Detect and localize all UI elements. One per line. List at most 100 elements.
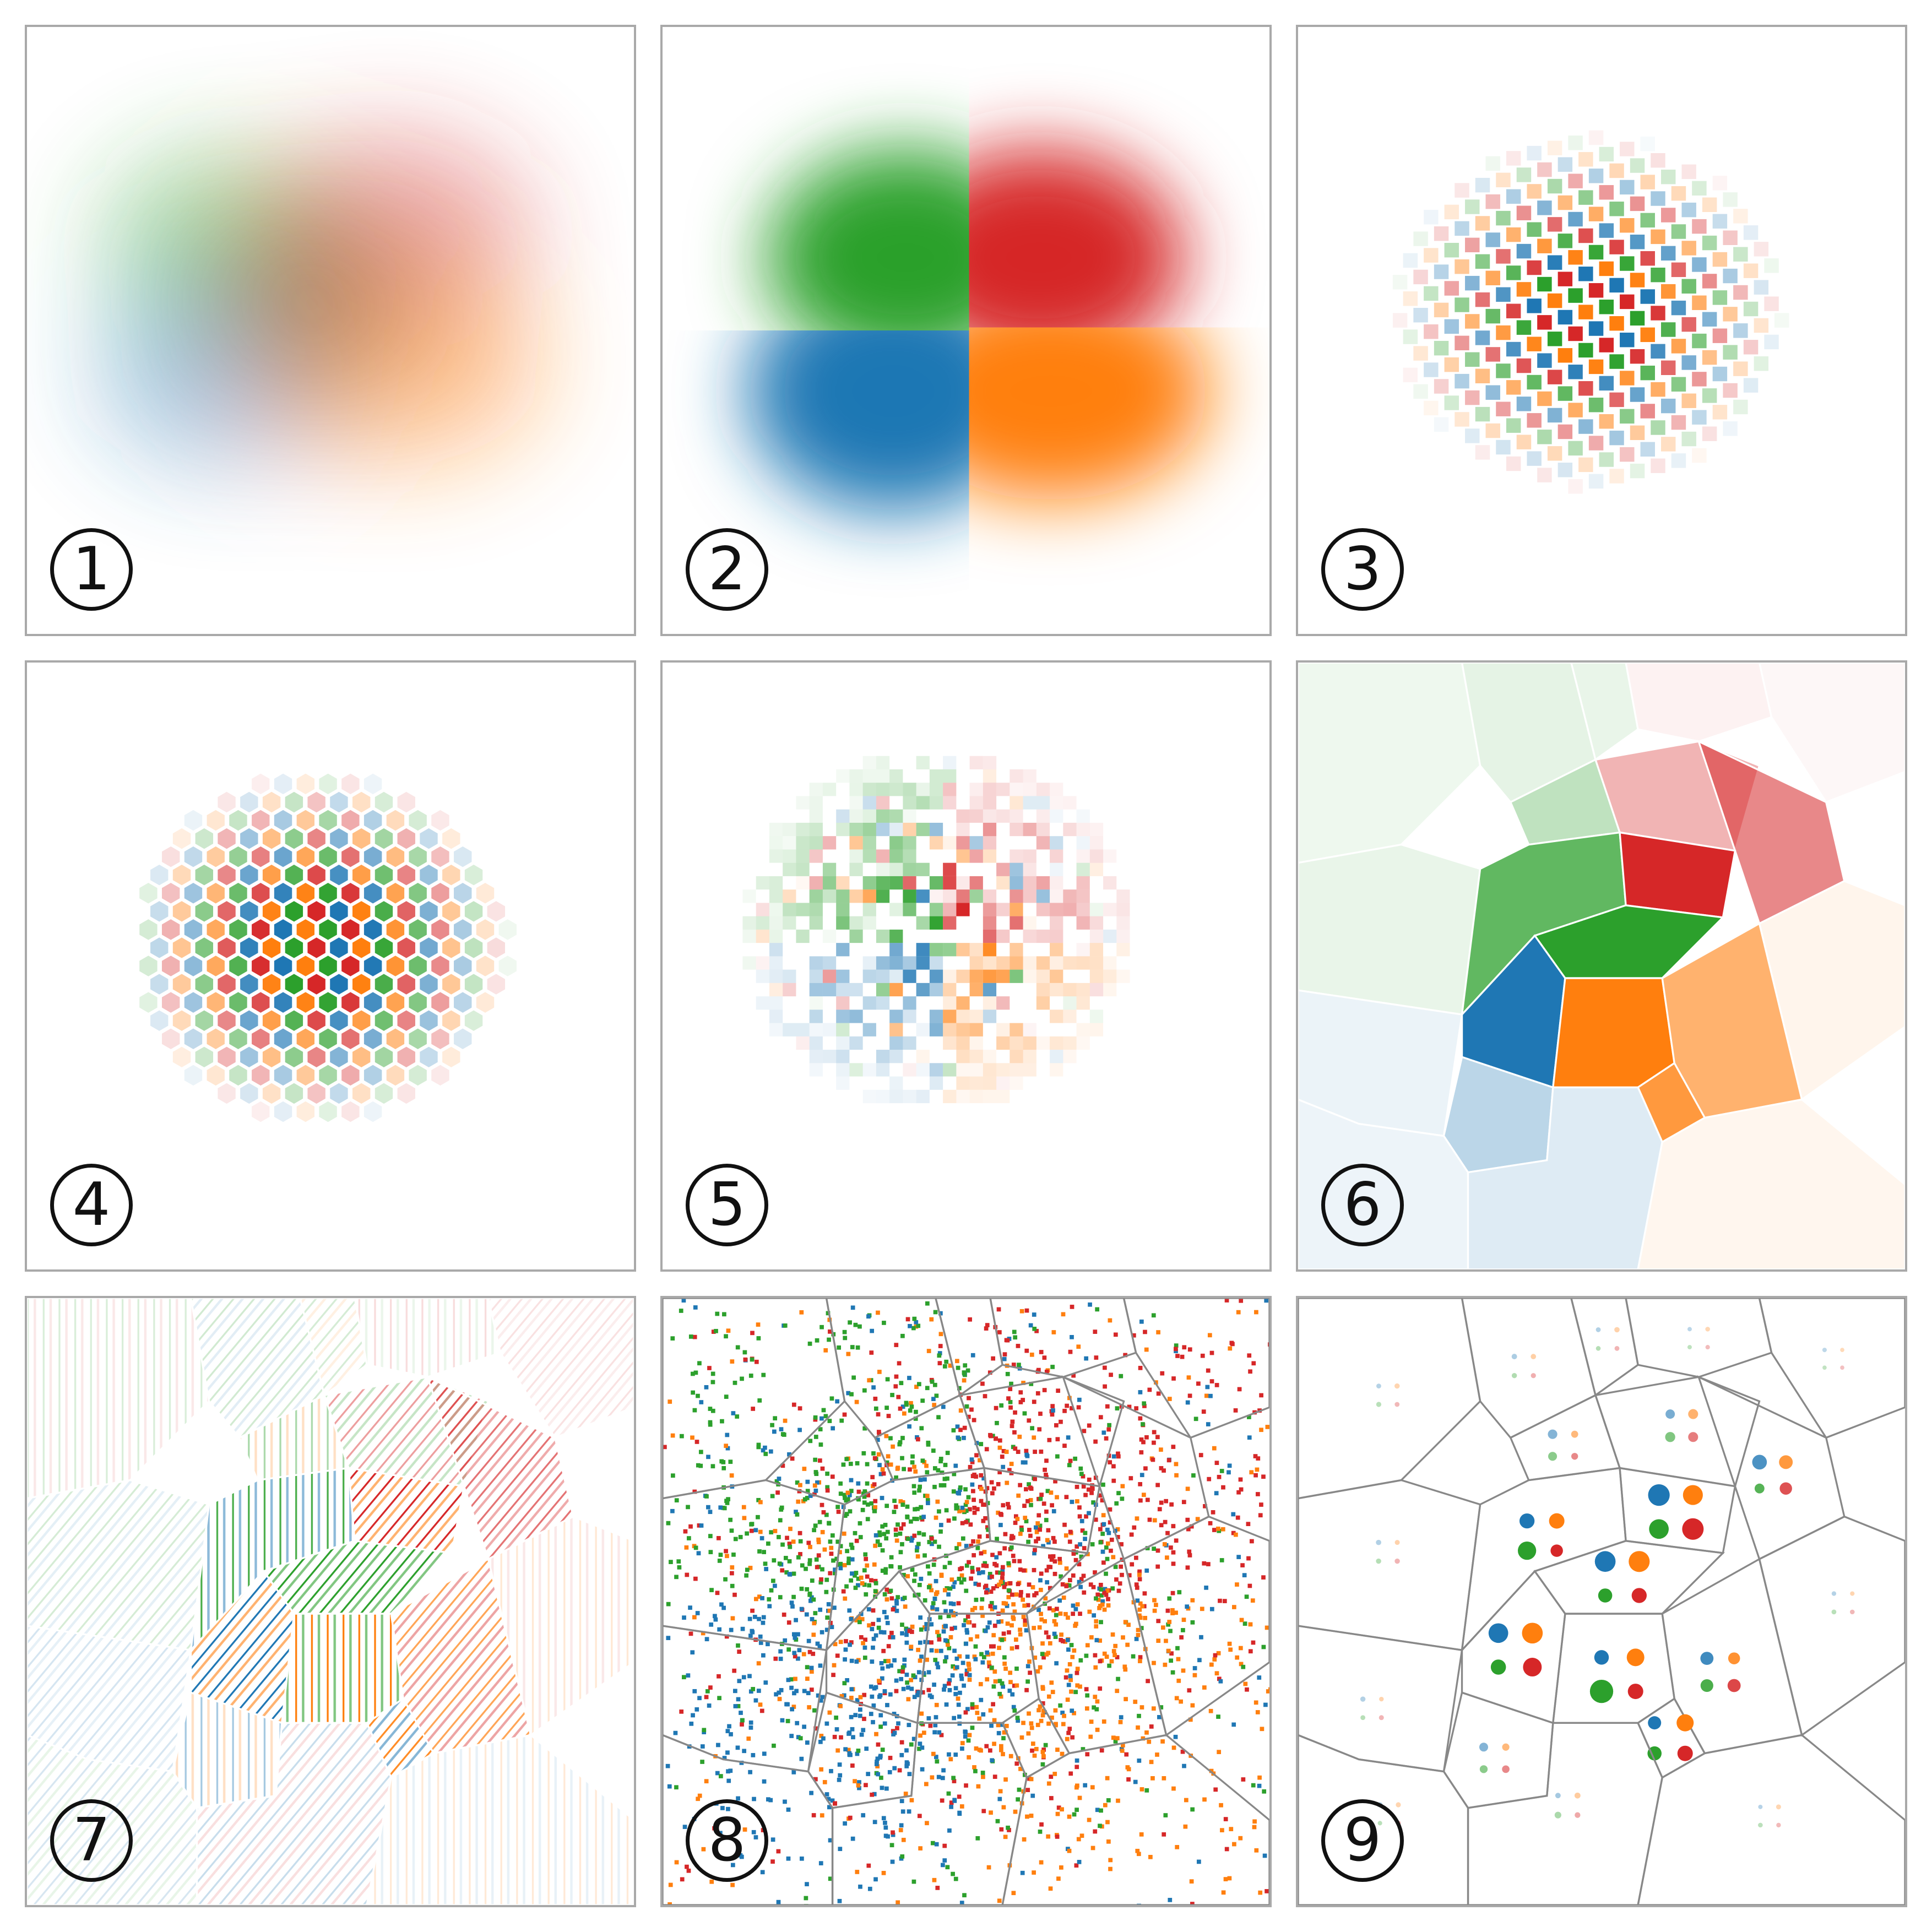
diamond-cell xyxy=(1496,287,1511,302)
data-dot xyxy=(979,1499,984,1504)
data-dot xyxy=(1059,1574,1063,1579)
data-dot xyxy=(1254,1848,1259,1853)
data-dot xyxy=(693,1370,698,1375)
data-dot xyxy=(776,1849,781,1854)
data-dot xyxy=(939,1733,944,1738)
square-cell xyxy=(1050,783,1063,796)
data-dot xyxy=(1111,1555,1116,1560)
square-cell xyxy=(983,943,997,957)
square-cell xyxy=(769,956,783,970)
data-dot xyxy=(740,1722,744,1727)
data-dot xyxy=(832,1605,837,1610)
data-dot xyxy=(1073,1690,1078,1695)
data-dot xyxy=(756,1515,760,1519)
proportional-circle xyxy=(1776,1822,1781,1828)
square-cell xyxy=(916,956,930,970)
data-dot xyxy=(1006,1588,1011,1593)
data-dot xyxy=(1182,1345,1187,1350)
data-dot xyxy=(1253,1454,1258,1458)
data-dot xyxy=(1056,1388,1061,1393)
data-dot xyxy=(1142,1591,1147,1596)
diamond-cell xyxy=(1640,251,1655,266)
data-dot xyxy=(913,1593,918,1598)
panel-2-number: 2 xyxy=(686,528,768,611)
data-dot xyxy=(964,1641,968,1646)
data-dot xyxy=(733,1689,737,1694)
data-dot xyxy=(1032,1312,1036,1317)
square-cell xyxy=(876,1063,890,1077)
square-cell xyxy=(836,1036,850,1050)
data-dot xyxy=(901,1837,906,1842)
data-dot xyxy=(1201,1409,1206,1414)
data-dot xyxy=(828,1838,833,1843)
data-dot xyxy=(951,1584,956,1589)
data-dot xyxy=(1033,1548,1037,1553)
voronoi-outline xyxy=(1697,1375,1846,1561)
hexagon-cell xyxy=(207,956,225,976)
data-dot xyxy=(805,1882,809,1886)
data-dot xyxy=(1175,1845,1180,1849)
data-dot xyxy=(1006,1505,1011,1510)
data-dot xyxy=(929,1622,934,1627)
data-dot xyxy=(962,1378,967,1383)
data-dot xyxy=(1061,1722,1066,1727)
hexagon-cell xyxy=(274,883,292,904)
data-dot xyxy=(1072,1711,1076,1716)
proportional-circle xyxy=(1595,1327,1601,1332)
data-dot xyxy=(1077,1514,1082,1519)
square-cell xyxy=(916,1023,930,1036)
data-dot xyxy=(832,1734,837,1739)
data-dot xyxy=(1093,1517,1098,1522)
data-dot xyxy=(982,1550,987,1554)
square-cell xyxy=(876,822,890,837)
hexagon-cell xyxy=(487,901,506,922)
square-cell xyxy=(849,1010,863,1023)
data-dot xyxy=(947,1678,952,1683)
diamond-cell xyxy=(1434,379,1449,394)
data-dot xyxy=(1093,1829,1098,1834)
data-dot xyxy=(1174,1347,1178,1352)
data-dot xyxy=(1040,1652,1045,1657)
data-dot xyxy=(947,1646,952,1651)
data-dot xyxy=(1039,1588,1043,1592)
data-dot xyxy=(1030,1585,1035,1589)
data-dot xyxy=(1091,1500,1095,1505)
data-dot xyxy=(914,1548,919,1553)
data-dot xyxy=(729,1473,734,1478)
data-dot xyxy=(926,1585,931,1589)
data-dot xyxy=(946,1642,950,1647)
hexagon-cell xyxy=(218,974,236,995)
data-dot xyxy=(983,1516,987,1521)
data-dot xyxy=(1079,1554,1084,1559)
data-dot xyxy=(766,1642,770,1647)
data-dot xyxy=(796,1656,800,1661)
data-dot xyxy=(871,1720,875,1724)
diamond-cell xyxy=(1681,164,1696,180)
data-dot xyxy=(791,1632,796,1637)
diamond-cell xyxy=(1671,262,1686,278)
data-dot xyxy=(674,1575,679,1580)
data-dot xyxy=(1012,1708,1017,1713)
square-cell xyxy=(1089,822,1104,837)
data-dot xyxy=(1086,1487,1091,1492)
square-cell xyxy=(1036,1036,1050,1050)
hexagon-cell xyxy=(375,864,393,886)
data-dot xyxy=(1216,1714,1220,1719)
data-dot xyxy=(924,1622,929,1626)
data-dot xyxy=(1134,1406,1139,1411)
data-dot xyxy=(753,1698,758,1703)
data-dot xyxy=(1257,1675,1262,1680)
data-dot xyxy=(1228,1346,1233,1351)
data-dot xyxy=(882,1630,887,1635)
data-dot xyxy=(1034,1539,1038,1544)
hexagon-cell xyxy=(274,1101,292,1122)
diamond-cell xyxy=(1465,237,1480,253)
hexagon-cell xyxy=(330,901,348,922)
data-dot xyxy=(719,1774,723,1778)
data-dot xyxy=(849,1714,854,1719)
hexagon-cell xyxy=(397,791,415,813)
data-dot xyxy=(940,1470,945,1475)
data-dot xyxy=(1101,1719,1106,1724)
data-dot xyxy=(1171,1786,1176,1791)
data-dot xyxy=(1042,1388,1047,1392)
